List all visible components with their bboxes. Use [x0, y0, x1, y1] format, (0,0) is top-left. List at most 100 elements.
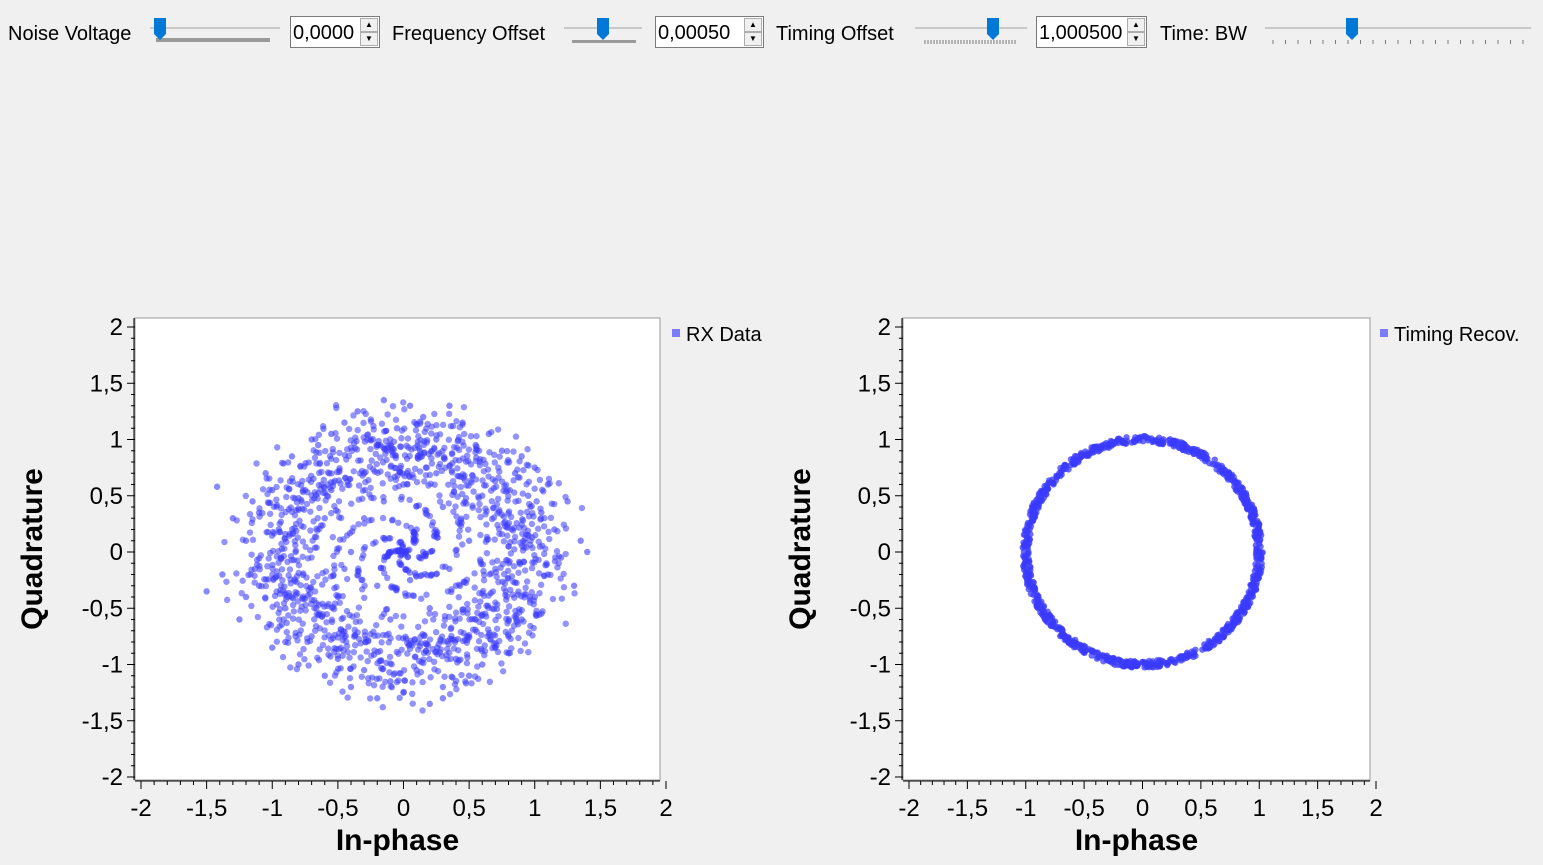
- data-point: [310, 578, 317, 586]
- data-point: [409, 679, 416, 686]
- data-point: [377, 657, 385, 664]
- data-point: [465, 446, 473, 453]
- data-point: [305, 662, 312, 669]
- data-point: [223, 596, 231, 604]
- data-point: [360, 515, 368, 522]
- timing-offset-up-arrow-icon[interactable]: ▲: [1127, 18, 1145, 32]
- data-point: [419, 413, 427, 421]
- data-point: [461, 498, 468, 505]
- frequency-offset-value[interactable]: 0,00050: [658, 22, 731, 44]
- data-point: [253, 561, 261, 568]
- noise-voltage-slider[interactable]: [150, 14, 282, 48]
- noise-voltage-up-arrow-icon[interactable]: ▲: [360, 18, 378, 32]
- data-point: [381, 569, 388, 577]
- time-bw-slider[interactable]: [1265, 14, 1531, 48]
- data-point: [256, 505, 263, 512]
- scatter-points: [1019, 432, 1266, 671]
- data-point: [246, 529, 254, 536]
- data-point: [387, 616, 394, 623]
- data-point: [358, 576, 365, 584]
- data-point: [1255, 575, 1262, 582]
- data-point: [310, 616, 318, 623]
- data-point: [351, 641, 359, 649]
- timing-offset-down-arrow-icon[interactable]: ▼: [1127, 32, 1145, 46]
- frequency-offset-up-arrow-icon[interactable]: ▲: [744, 18, 762, 32]
- data-point: [348, 447, 356, 455]
- data-point: [342, 474, 349, 481]
- frequency-offset-slider-thumb[interactable]: [597, 18, 609, 40]
- data-point: [1171, 437, 1178, 445]
- data-point: [378, 639, 385, 646]
- data-point: [254, 613, 262, 621]
- timing-offset-value[interactable]: 1,000500: [1039, 22, 1123, 44]
- data-point: [426, 605, 433, 612]
- data-point: [333, 583, 340, 591]
- data-point: [360, 551, 367, 559]
- data-point: [426, 512, 434, 520]
- data-point: [1033, 603, 1041, 611]
- data-point: [393, 648, 400, 656]
- data-point: [498, 447, 506, 454]
- data-point: [411, 635, 419, 643]
- data-point: [325, 651, 332, 658]
- data-point: [1223, 473, 1230, 481]
- data-point: [285, 634, 292, 642]
- data-point: [338, 561, 345, 569]
- timing-offset-slider-thumb[interactable]: [987, 18, 999, 40]
- data-point: [346, 611, 353, 619]
- data-point: [1190, 450, 1198, 457]
- data-point: [259, 486, 267, 493]
- data-point: [287, 580, 295, 587]
- rx-data-legend-label: RX Data: [686, 324, 762, 346]
- data-point: [524, 446, 531, 453]
- frequency-offset-slider[interactable]: [564, 14, 642, 48]
- data-point: [401, 452, 409, 459]
- data-point: [335, 498, 343, 505]
- data-point: [1058, 628, 1065, 635]
- data-point: [364, 431, 372, 438]
- frequency-offset-spinbox[interactable]: 0,00050 ▲ ▼: [655, 16, 764, 48]
- data-point: [286, 485, 293, 493]
- data-point: [275, 609, 282, 617]
- y-tick-label: -2: [102, 764, 123, 791]
- data-point: [1027, 531, 1034, 538]
- frequency-offset-down-arrow-icon[interactable]: ▼: [744, 32, 762, 46]
- data-point: [415, 433, 422, 440]
- data-point: [332, 456, 340, 464]
- data-point: [1199, 646, 1206, 653]
- data-point: [380, 493, 387, 501]
- data-point: [278, 566, 286, 573]
- data-point: [494, 648, 502, 656]
- y-tick-label: 0,5: [858, 483, 891, 510]
- data-point: [560, 584, 568, 591]
- data-point: [504, 532, 511, 539]
- timing-offset-spinbox[interactable]: 1,000500 ▲ ▼: [1036, 16, 1147, 48]
- data-point: [516, 474, 523, 481]
- noise-voltage-down-arrow-icon[interactable]: ▼: [360, 32, 378, 46]
- data-point: [445, 640, 452, 648]
- data-point: [261, 576, 268, 583]
- data-point: [455, 533, 463, 540]
- data-point: [361, 594, 368, 602]
- data-point: [530, 513, 537, 520]
- data-point: [498, 478, 506, 485]
- timing-recov-legend[interactable]: Timing Recov.: [1380, 323, 1520, 347]
- data-point: [463, 659, 471, 667]
- noise-voltage-spinbox[interactable]: 0,0000 ▲ ▼: [290, 16, 380, 48]
- rx-data-legend[interactable]: RX Data: [672, 323, 762, 347]
- data-point: [422, 472, 430, 479]
- data-point: [482, 460, 489, 468]
- data-point: [515, 606, 523, 613]
- noise-voltage-value[interactable]: 0,0000: [293, 22, 355, 44]
- data-point: [343, 575, 351, 583]
- data-point: [472, 445, 480, 453]
- data-point: [400, 688, 407, 696]
- data-point: [362, 468, 369, 476]
- data-point: [1026, 558, 1033, 565]
- noise-voltage-slider-thumb[interactable]: [154, 18, 166, 40]
- data-point: [457, 483, 464, 491]
- time-bw-slider-thumb[interactable]: [1346, 18, 1358, 40]
- data-point: [354, 426, 361, 434]
- data-point: [486, 449, 493, 456]
- timing-offset-slider[interactable]: [915, 14, 1027, 48]
